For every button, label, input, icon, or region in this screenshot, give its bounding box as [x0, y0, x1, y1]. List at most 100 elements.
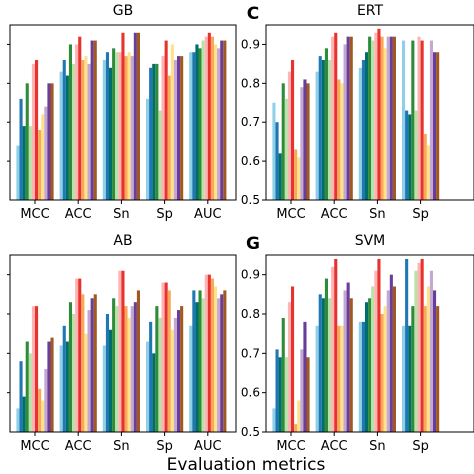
- bars: [272, 28, 440, 200]
- bar: [380, 314, 384, 432]
- bar: [358, 321, 362, 432]
- bar: [19, 98, 23, 200]
- bars: [16, 32, 227, 200]
- x-tick-label: ACC: [321, 439, 348, 454]
- bar: [68, 302, 72, 432]
- bar: [328, 298, 332, 432]
- bar: [414, 270, 418, 432]
- bar: [195, 44, 199, 200]
- axes-frame: [265, 254, 474, 433]
- panel-2: ERT C MCC ACC Sn Sp 0.5 0.6 0.7 0.8 0.9: [241, 3, 474, 222]
- bar: [278, 153, 282, 200]
- bar: [284, 98, 288, 200]
- bar: [436, 306, 440, 432]
- bar: [93, 40, 97, 200]
- y-tick-label: 0.8: [241, 76, 260, 90]
- bar: [337, 79, 341, 200]
- bar: [81, 294, 85, 432]
- bar: [90, 298, 94, 432]
- bar: [220, 294, 224, 432]
- bar: [81, 60, 85, 200]
- bar: [210, 36, 214, 200]
- bar: [62, 60, 66, 200]
- bar: [41, 400, 45, 432]
- bar: [173, 317, 177, 432]
- bar: [192, 290, 196, 432]
- bar: [173, 60, 177, 200]
- panel-title: ERT: [357, 3, 384, 19]
- bar: [217, 48, 221, 200]
- bar: [374, 32, 378, 200]
- bar: [59, 71, 63, 200]
- bar: [152, 353, 156, 432]
- bar: [331, 266, 335, 432]
- bar: [155, 306, 159, 432]
- y-tick-label: 0.7: [241, 115, 260, 129]
- axes-frame: [9, 254, 237, 433]
- bar: [177, 310, 181, 432]
- bar: [192, 52, 196, 200]
- bar: [44, 106, 48, 200]
- bar: [334, 32, 338, 200]
- panel-title: GB: [113, 3, 133, 19]
- bar: [331, 36, 335, 200]
- x-tick-label: ACC: [321, 207, 348, 222]
- bar: [405, 110, 409, 200]
- bar: [386, 36, 390, 200]
- bar: [35, 60, 39, 200]
- x-tick-label: ACC: [65, 439, 92, 454]
- panel-title: AB: [113, 233, 132, 249]
- panel-letter: G: [246, 234, 260, 254]
- bar: [294, 149, 298, 200]
- bar: [38, 130, 42, 200]
- bar: [340, 325, 344, 432]
- bar: [417, 262, 421, 432]
- panel-letter: C: [247, 4, 259, 24]
- bar: [281, 83, 285, 200]
- bar: [386, 290, 390, 432]
- bar: [158, 110, 162, 200]
- bar: [28, 126, 32, 200]
- bar: [105, 314, 109, 432]
- bar: [392, 36, 396, 200]
- bar: [275, 122, 279, 200]
- bar: [16, 408, 20, 432]
- bar: [414, 110, 418, 200]
- bar: [50, 83, 54, 200]
- bar: [25, 83, 29, 200]
- bar: [315, 71, 319, 200]
- bar: [204, 36, 208, 200]
- bar: [112, 48, 116, 200]
- bar: [337, 325, 341, 432]
- bar: [297, 400, 301, 432]
- y-tick-label: 0.6: [241, 386, 260, 400]
- bar: [84, 56, 88, 200]
- bar: [315, 325, 319, 432]
- x-tick-label: Sn: [113, 207, 130, 222]
- bar: [121, 270, 125, 432]
- bars: [16, 270, 227, 432]
- y-tick-label: 0.9: [241, 37, 260, 51]
- bar: [115, 52, 119, 200]
- bar: [127, 52, 131, 200]
- bar: [429, 270, 433, 432]
- bar: [121, 32, 125, 200]
- bar: [28, 353, 32, 432]
- bar: [303, 79, 307, 200]
- bar: [420, 40, 424, 200]
- bar: [278, 357, 282, 432]
- bar: [334, 258, 338, 432]
- bar: [220, 40, 224, 200]
- bar: [50, 337, 54, 432]
- bar: [75, 44, 79, 200]
- x-tick-label: Sn: [113, 439, 130, 454]
- bar: [72, 63, 76, 200]
- bar: [201, 40, 205, 200]
- bar: [411, 40, 415, 200]
- bar: [109, 329, 113, 432]
- x-tick-label: AUC: [194, 439, 222, 454]
- bar: [68, 44, 72, 200]
- bar: [198, 290, 202, 432]
- bar: [371, 286, 375, 432]
